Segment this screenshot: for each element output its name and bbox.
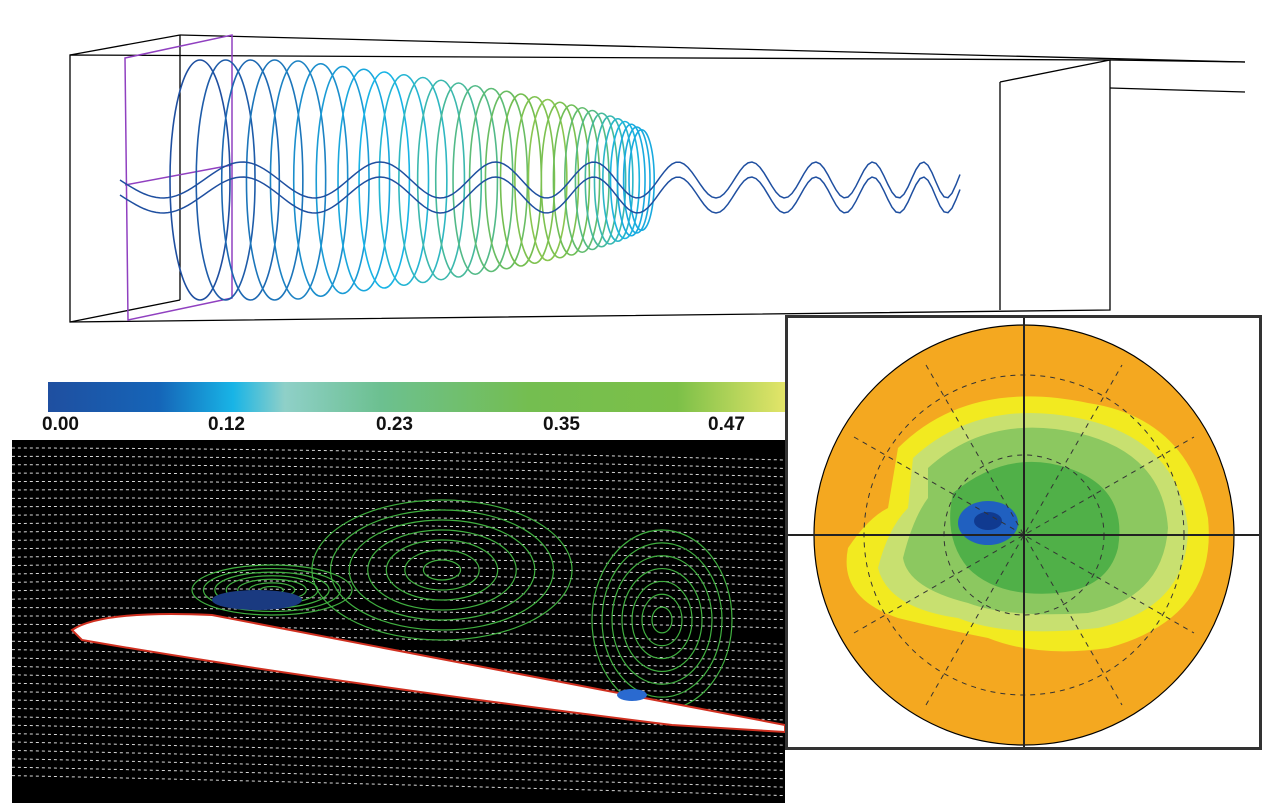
vortex-loop xyxy=(292,62,349,298)
streamline xyxy=(12,682,785,704)
separation-bubble xyxy=(212,590,302,610)
box-edge xyxy=(69,34,181,56)
colorbar-tick: 0.47 xyxy=(708,414,745,435)
streamline xyxy=(12,699,785,721)
colorbar xyxy=(48,382,788,412)
vortex-contour xyxy=(385,539,499,601)
polar-map-panel xyxy=(785,315,1262,750)
vortex-loop xyxy=(552,104,591,256)
streamline xyxy=(12,716,785,738)
vortex-tube-visualization xyxy=(69,34,1246,323)
vortex-loop xyxy=(315,65,370,295)
streamline xyxy=(12,514,785,528)
vortex-loop xyxy=(574,109,610,251)
bounding-box xyxy=(69,34,1246,323)
streamline xyxy=(12,447,785,461)
vortex-contour xyxy=(329,509,555,631)
streamline xyxy=(12,607,785,621)
vortex-loop xyxy=(269,60,327,300)
colorbar-tick: 0.23 xyxy=(376,414,413,435)
vortex-contour xyxy=(621,567,703,673)
streamline xyxy=(12,464,785,478)
streamline xyxy=(12,571,785,587)
vortex-contour xyxy=(202,567,342,613)
vortex-loop xyxy=(616,123,646,237)
vortex-contour xyxy=(611,555,713,685)
box-front-outline xyxy=(69,54,1111,323)
streamline xyxy=(12,733,785,755)
vortex-loop xyxy=(609,120,641,240)
streamline xyxy=(12,766,785,788)
separation-bubble xyxy=(617,689,647,701)
streamline xyxy=(12,555,785,570)
vortex-loop xyxy=(378,73,430,287)
vortex-loop xyxy=(593,115,627,245)
vortex-loop xyxy=(514,95,556,265)
streamline xyxy=(12,538,785,553)
streamline xyxy=(12,472,785,486)
vortex-loop xyxy=(434,82,483,278)
vortex-contour xyxy=(191,564,353,616)
vortex-loop xyxy=(527,98,568,262)
streamline xyxy=(12,623,785,645)
vortex-loop xyxy=(245,59,304,301)
vortex-loop xyxy=(416,79,466,281)
streamline xyxy=(12,691,785,713)
vortex-contour xyxy=(651,606,673,634)
airfoil xyxy=(70,613,785,734)
streamline xyxy=(12,505,785,520)
streamline xyxy=(12,522,785,537)
colorbar-tick: 0.00 xyxy=(42,414,79,435)
streamline xyxy=(12,489,785,503)
streamline xyxy=(12,547,785,562)
streamline xyxy=(12,707,785,729)
inlet-plane-line xyxy=(124,164,233,186)
vortex-loop xyxy=(540,101,580,259)
vortex-contour xyxy=(631,580,693,660)
streamline xyxy=(12,632,785,654)
vortex-core-line xyxy=(119,161,961,199)
streamline xyxy=(12,775,785,797)
vortex-contour xyxy=(422,559,462,581)
vortex-loop xyxy=(622,126,651,234)
streamline xyxy=(12,588,785,604)
contour-darkblue xyxy=(974,512,1002,530)
box-edge xyxy=(1109,87,1246,93)
contour-darkgreen xyxy=(950,461,1120,594)
vortex-loop xyxy=(398,76,448,284)
streamline xyxy=(12,749,785,771)
streamline xyxy=(12,596,785,612)
streamline xyxy=(12,724,785,746)
box-edge xyxy=(69,299,181,323)
streamline xyxy=(12,497,785,511)
vortex-loop xyxy=(452,84,499,276)
vortex-core-line xyxy=(119,176,961,214)
streamline xyxy=(12,741,785,763)
vortex-loop xyxy=(628,128,656,232)
streamline xyxy=(12,758,785,780)
streamline xyxy=(12,480,785,495)
vortex-loop xyxy=(337,68,391,292)
streamline xyxy=(12,580,785,595)
box-edge xyxy=(179,34,1246,63)
colorbar-tick: 0.35 xyxy=(543,414,580,435)
polar-map xyxy=(788,318,1259,747)
box-edge xyxy=(1109,59,1246,63)
vortex-contour xyxy=(367,529,517,611)
vortex-loop xyxy=(563,106,601,254)
vortex-loop xyxy=(358,71,411,289)
vortex-contour xyxy=(404,549,480,591)
streamline xyxy=(12,563,785,579)
vortex-contour xyxy=(348,519,536,621)
vortex-filaments xyxy=(119,59,961,301)
streamline xyxy=(12,615,785,629)
vortex-contours xyxy=(191,499,733,711)
vortex-contour xyxy=(641,593,683,647)
vortex-contour xyxy=(601,542,723,698)
airfoil-flow-visualization xyxy=(12,440,785,803)
vortex-contour xyxy=(311,499,573,641)
colorbar-tick: 0.12 xyxy=(208,414,245,435)
box-edge xyxy=(999,59,1111,83)
streamline xyxy=(12,455,785,469)
